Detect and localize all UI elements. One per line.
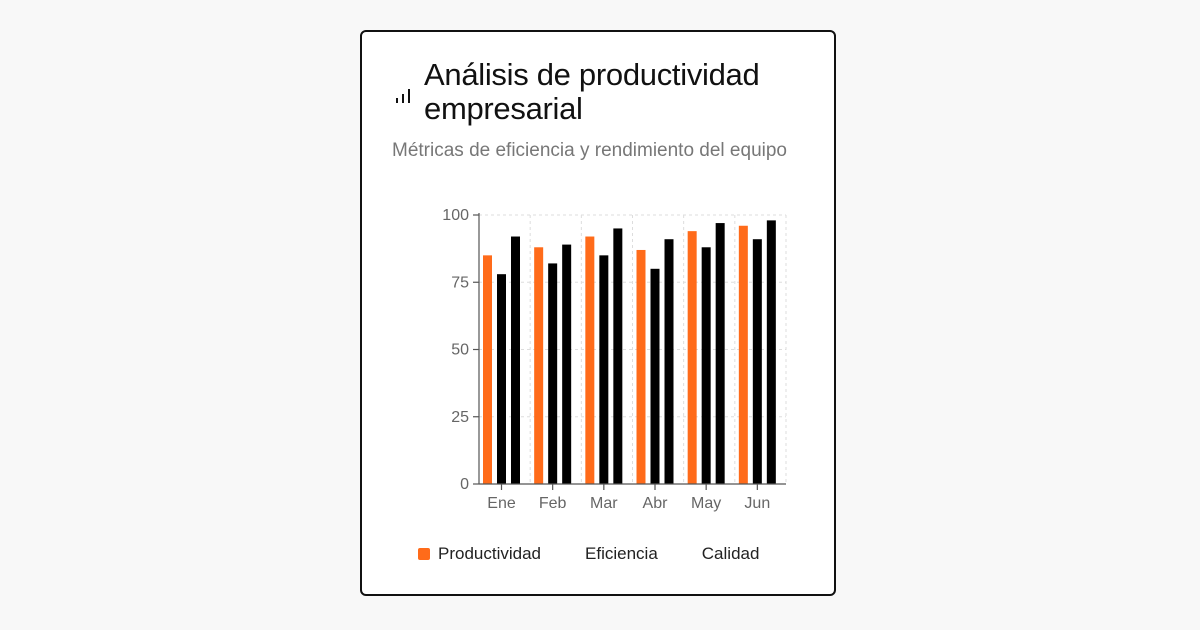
x-tick-label-abr: Abr [643, 495, 669, 512]
chart-card: Análisis de productividad empresarial Mé… [360, 30, 836, 596]
y-tick-label: 100 [442, 207, 469, 224]
bar-calidad-ene [511, 236, 520, 484]
bar-eficiencia-mar [599, 255, 609, 484]
y-tick-label: 50 [451, 342, 469, 359]
x-tick-label-jun: Jun [744, 495, 770, 512]
bar-eficiencia-abr [650, 268, 660, 484]
bar-calidad-mar [613, 228, 623, 484]
chart-title: Análisis de productividad empresarial [424, 57, 760, 126]
y-tick-label: 25 [451, 409, 469, 426]
legend-label-eficiencia: Eficiencia [585, 544, 658, 563]
x-tick-label-may: May [691, 495, 721, 512]
bar-chart-icon [396, 89, 410, 103]
x-tick-label-feb: Feb [539, 495, 567, 512]
bar-productividad-mar [585, 236, 595, 484]
bar-calidad-may [715, 223, 725, 484]
y-tick-label: 0 [460, 476, 469, 493]
bar-calidad-abr [664, 239, 674, 484]
chart-subtitle: Métricas de eficiencia y rendimiento del… [392, 140, 787, 161]
bar-eficiencia-jun [752, 239, 762, 484]
bar-productividad-jun [738, 225, 748, 484]
y-tick-label: 75 [451, 274, 469, 291]
x-tick-label-mar: Mar [590, 495, 618, 512]
legend: Productividad Eficiencia Calidad [418, 544, 785, 564]
bar-eficiencia-feb [548, 263, 558, 484]
legend-label-calidad: Calidad [701, 544, 760, 563]
bar-productividad-may [687, 231, 697, 484]
legend-label-productividad: Productividad [438, 544, 542, 563]
bar-productividad-feb [534, 247, 544, 484]
legend-swatch-productividad [418, 548, 430, 560]
legend-item-eficiencia[interactable]: Eficiencia [585, 544, 658, 564]
bar-chart: 0 25 50 75 100 Ene Feb Mar Abr May Jun [442, 207, 787, 512]
bar-productividad-ene [483, 255, 492, 484]
legend-item-calidad[interactable]: Calidad [702, 544, 760, 564]
bar-calidad-jun [766, 220, 776, 484]
title-row: Análisis de productividad empresarial [394, 58, 814, 126]
x-tick-label-ene: Ene [487, 495, 516, 512]
legend-item-productividad[interactable]: Productividad [418, 544, 541, 564]
bar-productividad-abr [636, 249, 646, 484]
bar-eficiencia-may [701, 247, 711, 484]
bar-calidad-feb [562, 244, 572, 484]
bar-eficiencia-ene [497, 274, 506, 484]
